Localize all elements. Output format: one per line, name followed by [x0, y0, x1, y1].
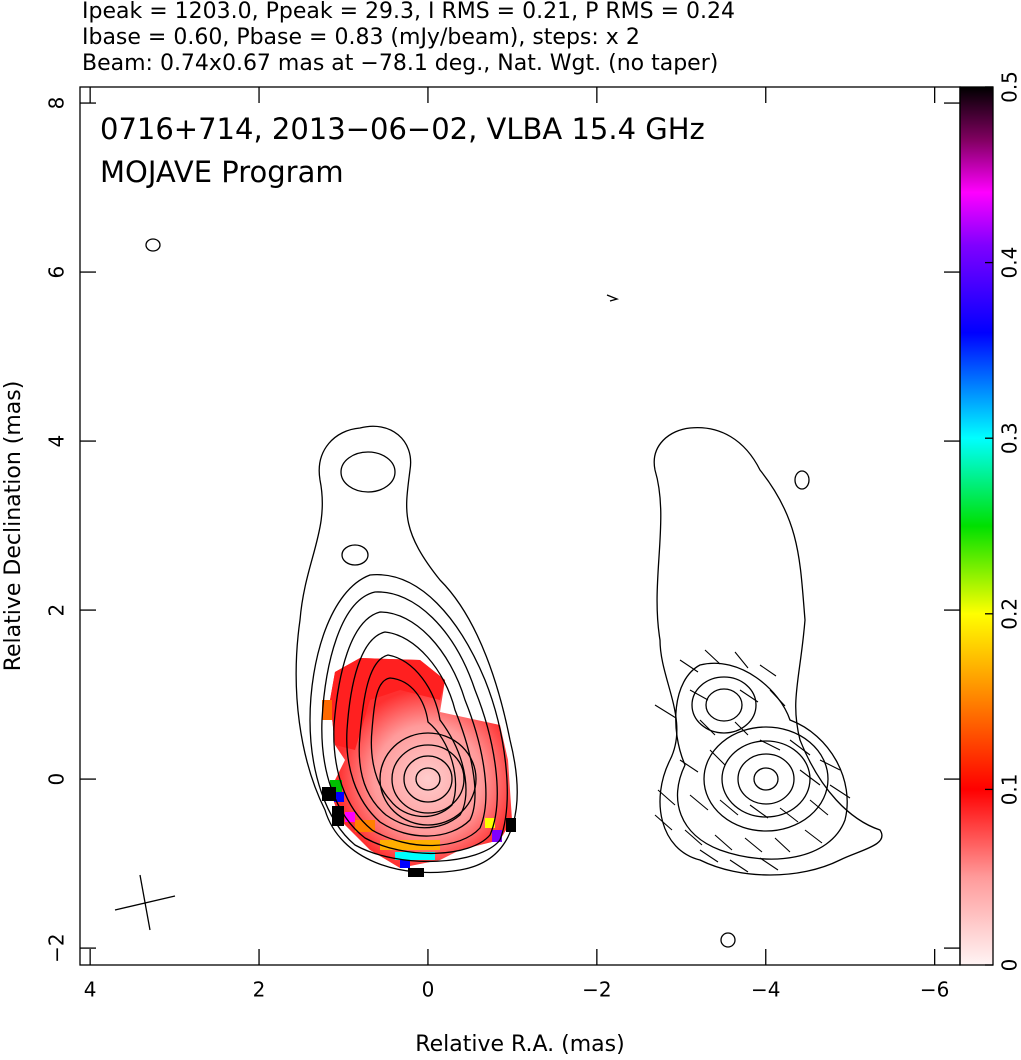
plot-frame — [79, 86, 961, 966]
y-tick-label: 4 — [45, 435, 69, 448]
colorbar-tick-label: 0.2 — [998, 598, 1021, 630]
polarization-image — [322, 658, 516, 877]
y-axis-label: Relative Declination (mas) — [1, 381, 26, 672]
colorbar-frame — [959, 86, 994, 966]
beam — [114, 874, 176, 931]
colorbar-tick-label: 0.4 — [998, 247, 1021, 279]
header-line: Beam: 0.74x0.67 mas at −78.1 deg., Nat. … — [82, 51, 718, 76]
header-line: Ibase = 0.60, Pbase = 0.83 (mJy/beam), s… — [82, 25, 640, 50]
y-tick-label: 8 — [45, 97, 69, 110]
x-tick-label: 2 — [253, 978, 266, 1002]
y-tick-label: −2 — [45, 933, 69, 962]
chart-subtitle: MOJAVE Program — [100, 155, 344, 189]
x-tick-label: −4 — [751, 978, 780, 1002]
x-tick-label: 0 — [422, 978, 435, 1002]
x-tick-label: −6 — [920, 978, 949, 1002]
colorbar-tick-label: 0.1 — [998, 773, 1021, 805]
colorbar-tick-label: 0.5 — [998, 71, 1021, 103]
y-tick-label: 0 — [45, 773, 69, 786]
header-line: Ipeak = 1203.0, Ppeak = 29.3, I RMS = 0.… — [82, 0, 735, 24]
x-tick-label: −2 — [582, 978, 611, 1002]
x-axis-label: Relative R.A. (mas) — [415, 1032, 624, 1057]
y-tick-label: 6 — [45, 266, 69, 279]
contours — [145, 238, 883, 948]
y-tick-label: 2 — [45, 604, 69, 617]
colorbar — [960, 87, 993, 965]
colorbar-tick-label: 0 — [998, 959, 1021, 972]
colorbar-tick-label: 0.3 — [998, 422, 1021, 454]
x-tick-label: 4 — [84, 978, 97, 1002]
chart-title: 0716+714, 2013−06−02, VLBA 15.4 GHz — [100, 112, 705, 146]
